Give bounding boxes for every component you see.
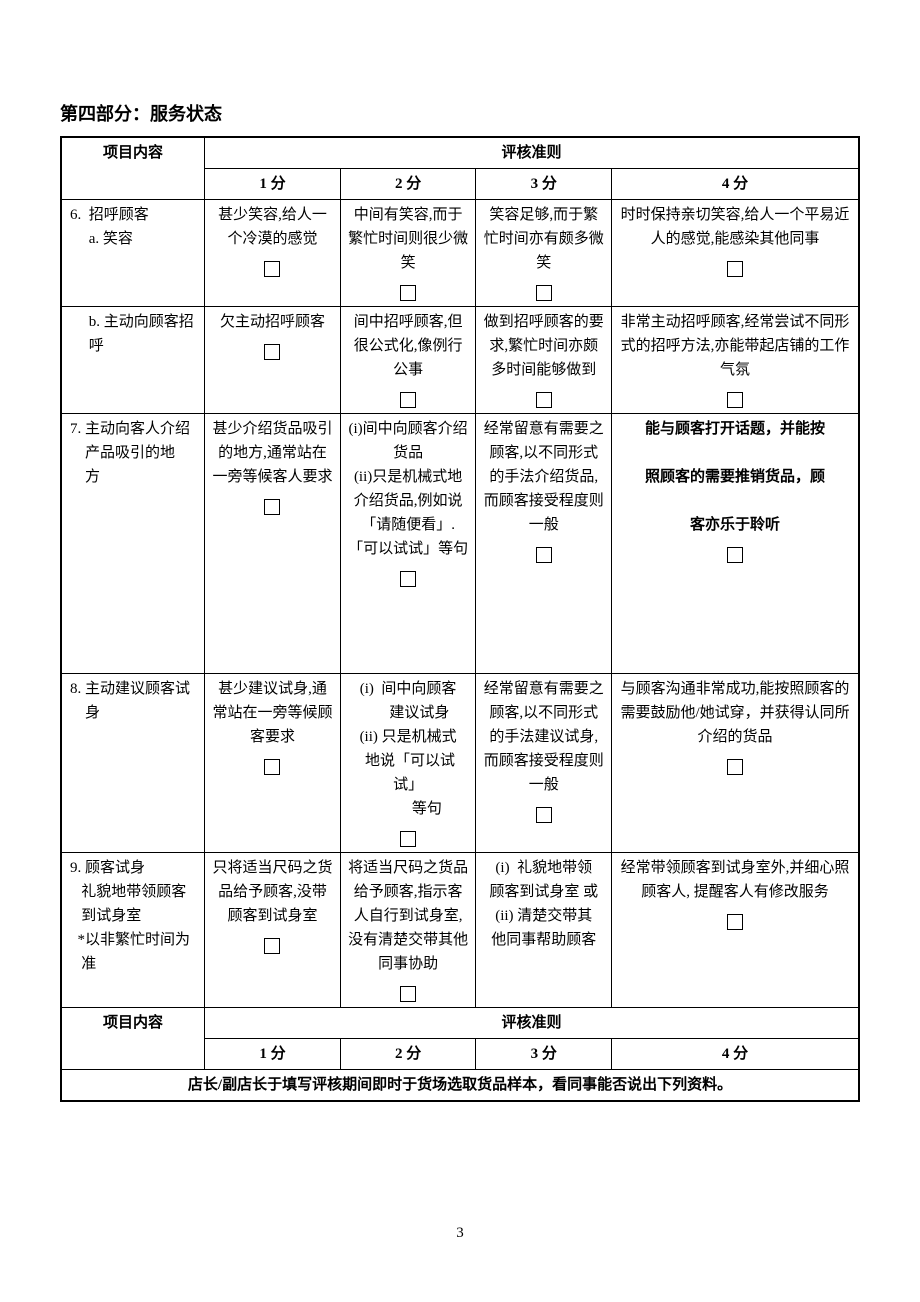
col-header2-item: 项目内容 <box>61 1008 205 1070</box>
row-4-col-2-text: 将适当尺码之货品给予顾客,指示客人自行到试身室,没有清楚交带其他同事协助 <box>347 856 470 976</box>
row-0-col-4-text: 时时保持亲切笑容,给人一个平易近人的感觉,能感染其他同事 <box>618 203 852 251</box>
row-1-col-3-text: 做到招呼顾客的要求,繁忙时间亦颇多时间能够做到 <box>482 310 605 382</box>
score-checkbox[interactable] <box>536 285 552 301</box>
row-1-col-1: 欠主动招呼顾客 <box>205 307 341 414</box>
row-3-col-1: 甚少建议试身,通常站在一旁等候顾客要求 <box>205 674 341 853</box>
score-checkbox[interactable] <box>264 344 280 360</box>
row-4-col-4: 经常带领顾客到试身室外,并细心照顾客人, 提醒客人有修改服务 <box>612 853 859 1008</box>
score-checkbox[interactable] <box>400 392 416 408</box>
col-header2-score-1: 1 分 <box>205 1039 341 1070</box>
score-checkbox[interactable] <box>400 831 416 847</box>
col-header2-score-2-text: 2 分 <box>347 1042 470 1066</box>
score-checkbox[interactable] <box>400 571 416 587</box>
row-1-col-3: 做到招呼顾客的要求,繁忙时间亦颇多时间能够做到 <box>476 307 612 414</box>
score-checkbox[interactable] <box>400 285 416 301</box>
score-checkbox[interactable] <box>264 261 280 277</box>
row-2-col-3: 经常留意有需要之顾客,以不同形式的手法介绍货品,而顾客接受程度则一般 <box>476 414 612 674</box>
col-header-score-3: 3 分 <box>476 169 612 200</box>
row-2-col-4: 能与顾客打开话题，并能按 照顾客的需要推销货品，顾 客亦乐于聆听 <box>612 414 859 674</box>
instruction-row: 店长/副店长于填写评核期间即时于货场选取货品样本，看同事能否说出下列资料。 <box>61 1070 859 1102</box>
row-3-col-2: (i) 间中向顾客 建议试身 (ii) 只是机械式 地说「可以试试」 等句 <box>340 674 476 853</box>
row-label-0-text: 6. 招呼顾客 a. 笑容 <box>70 203 200 251</box>
score-checkbox[interactable] <box>727 759 743 775</box>
page-number: 3 <box>0 1225 920 1242</box>
score-checkbox[interactable] <box>727 547 743 563</box>
col-header2-score-4-text: 4 分 <box>618 1042 852 1066</box>
row-4-col-1-text: 只将适当尺码之货品给予顾客,没带顾客到试身室 <box>211 856 334 928</box>
evaluation-table: 项目内容评核准则1 分2 分3 分4 分6. 招呼顾客 a. 笑容甚少笑容,给人… <box>60 136 860 1102</box>
col-header-score-1-text: 1 分 <box>211 172 334 196</box>
row-2-col-1: 甚少介绍货品吸引的地方,通常站在一旁等候客人要求 <box>205 414 341 674</box>
row-label-4: 9. 顾客试身 礼貌地带领顾客 到试身室 *以非繁忙时间为 准 <box>61 853 205 1008</box>
row-label-2-text: 7. 主动向客人介绍 产品吸引的地 方 <box>70 417 200 489</box>
row-0-col-4: 时时保持亲切笑容,给人一个平易近人的感觉,能感染其他同事 <box>612 200 859 307</box>
row-3-col-4-text: 与顾客沟通非常成功,能按照顾客的需要鼓励他/她试穿，并获得认同所介绍的货品 <box>618 677 852 749</box>
row-label-0: 6. 招呼顾客 a. 笑容 <box>61 200 205 307</box>
page: 第四部分：服务状态 项目内容评核准则1 分2 分3 分4 分6. 招呼顾客 a.… <box>0 0 920 1302</box>
row-label-4-text: 9. 顾客试身 礼貌地带领顾客 到试身室 *以非繁忙时间为 准 <box>70 856 200 976</box>
col-header-score-3-text: 3 分 <box>482 172 605 196</box>
col-header-criteria-text: 评核准则 <box>211 141 852 165</box>
row-3-col-1-text: 甚少建议试身,通常站在一旁等候顾客要求 <box>211 677 334 749</box>
row-0-col-2-text: 中间有笑容,而于繁忙时间则很少微笑 <box>347 203 470 275</box>
col-header2-score-3-text: 3 分 <box>482 1042 605 1066</box>
row-3-col-3: 经常留意有需要之顾客,以不同形式的手法建议试身,而顾客接受程度则一般 <box>476 674 612 853</box>
score-checkbox[interactable] <box>264 938 280 954</box>
score-checkbox[interactable] <box>536 392 552 408</box>
row-0-col-2: 中间有笑容,而于繁忙时间则很少微笑 <box>340 200 476 307</box>
row-2-col-1-text: 甚少介绍货品吸引的地方,通常站在一旁等候客人要求 <box>211 417 334 489</box>
row-0-col-3: 笑容足够,而于繁忙时间亦有颇多微笑 <box>476 200 612 307</box>
row-3-col-2-text: (i) 间中向顾客 建议试身 (ii) 只是机械式 地说「可以试试」 等句 <box>347 677 470 821</box>
col-header2-score-1-text: 1 分 <box>211 1042 334 1066</box>
score-checkbox[interactable] <box>727 392 743 408</box>
col-header-item-text: 项目内容 <box>68 141 198 165</box>
score-checkbox[interactable] <box>264 759 280 775</box>
row-2-col-3-text: 经常留意有需要之顾客,以不同形式的手法介绍货品,而顾客接受程度则一般 <box>482 417 605 537</box>
row-0-col-3-text: 笑容足够,而于繁忙时间亦有颇多微笑 <box>482 203 605 275</box>
row-3-col-3-text: 经常留意有需要之顾客,以不同形式的手法建议试身,而顾客接受程度则一般 <box>482 677 605 797</box>
row-label-1-text: b. 主动向顾客招 呼 <box>70 310 200 358</box>
score-checkbox[interactable] <box>536 547 552 563</box>
col-header-score-4: 4 分 <box>612 169 859 200</box>
section-title: 第四部分：服务状态 <box>60 100 860 126</box>
row-4-col-2: 将适当尺码之货品给予顾客,指示客人自行到试身室,没有清楚交带其他同事协助 <box>340 853 476 1008</box>
col-header2-criteria-text: 评核准则 <box>211 1011 852 1035</box>
row-4-col-1: 只将适当尺码之货品给予顾客,没带顾客到试身室 <box>205 853 341 1008</box>
row-4-col-3: (i) 礼貌地带领 顾客到试身室 或 (ii) 清楚交带其 他同事帮助顾客 <box>476 853 612 1008</box>
row-label-1: b. 主动向顾客招 呼 <box>61 307 205 414</box>
score-checkbox[interactable] <box>727 914 743 930</box>
col-header-score-4-text: 4 分 <box>618 172 852 196</box>
row-2-col-4-text: 能与顾客打开话题，并能按 照顾客的需要推销货品，顾 客亦乐于聆听 <box>618 417 852 537</box>
row-label-3-text: 8. 主动建议顾客试 身 <box>70 677 200 725</box>
row-2-col-2: (i)间中向顾客介绍货品 (ii)只是机械式地介绍货品,例如说「请随便看」.「可… <box>340 414 476 674</box>
row-0-col-1: 甚少笑容,给人一个冷漠的感觉 <box>205 200 341 307</box>
row-1-col-2-text: 间中招呼顾客,但很公式化,像例行公事 <box>347 310 470 382</box>
col-header-score-1: 1 分 <box>205 169 341 200</box>
row-1-col-4: 非常主动招呼顾客,经常尝试不同形式的招呼方法,亦能带起店铺的工作气氛 <box>612 307 859 414</box>
col-header-score-2: 2 分 <box>340 169 476 200</box>
row-4-col-4-text: 经常带领顾客到试身室外,并细心照顾客人, 提醒客人有修改服务 <box>618 856 852 904</box>
col-header2-score-3: 3 分 <box>476 1039 612 1070</box>
instruction-row-text: 店长/副店长于填写评核期间即时于货场选取货品样本，看同事能否说出下列资料。 <box>68 1073 852 1097</box>
col-header2-score-4: 4 分 <box>612 1039 859 1070</box>
col-header2-item-text: 项目内容 <box>68 1011 198 1035</box>
score-checkbox[interactable] <box>727 261 743 277</box>
row-label-3: 8. 主动建议顾客试 身 <box>61 674 205 853</box>
score-checkbox[interactable] <box>400 986 416 1002</box>
score-checkbox[interactable] <box>264 499 280 515</box>
col-header2-criteria: 评核准则 <box>205 1008 859 1039</box>
row-label-2: 7. 主动向客人介绍 产品吸引的地 方 <box>61 414 205 674</box>
col-header-score-2-text: 2 分 <box>347 172 470 196</box>
col-header2-score-2: 2 分 <box>340 1039 476 1070</box>
row-4-col-3-text: (i) 礼貌地带领 顾客到试身室 或 (ii) 清楚交带其 他同事帮助顾客 <box>482 856 605 952</box>
row-3-col-4: 与顾客沟通非常成功,能按照顾客的需要鼓励他/她试穿，并获得认同所介绍的货品 <box>612 674 859 853</box>
row-0-col-1-text: 甚少笑容,给人一个冷漠的感觉 <box>211 203 334 251</box>
col-header-criteria: 评核准则 <box>205 137 859 169</box>
row-1-col-4-text: 非常主动招呼顾客,经常尝试不同形式的招呼方法,亦能带起店铺的工作气氛 <box>618 310 852 382</box>
row-1-col-2: 间中招呼顾客,但很公式化,像例行公事 <box>340 307 476 414</box>
row-1-col-1-text: 欠主动招呼顾客 <box>211 310 334 334</box>
row-2-col-2-text: (i)间中向顾客介绍货品 (ii)只是机械式地介绍货品,例如说「请随便看」.「可… <box>347 417 470 561</box>
score-checkbox[interactable] <box>536 807 552 823</box>
col-header-item: 项目内容 <box>61 137 205 200</box>
